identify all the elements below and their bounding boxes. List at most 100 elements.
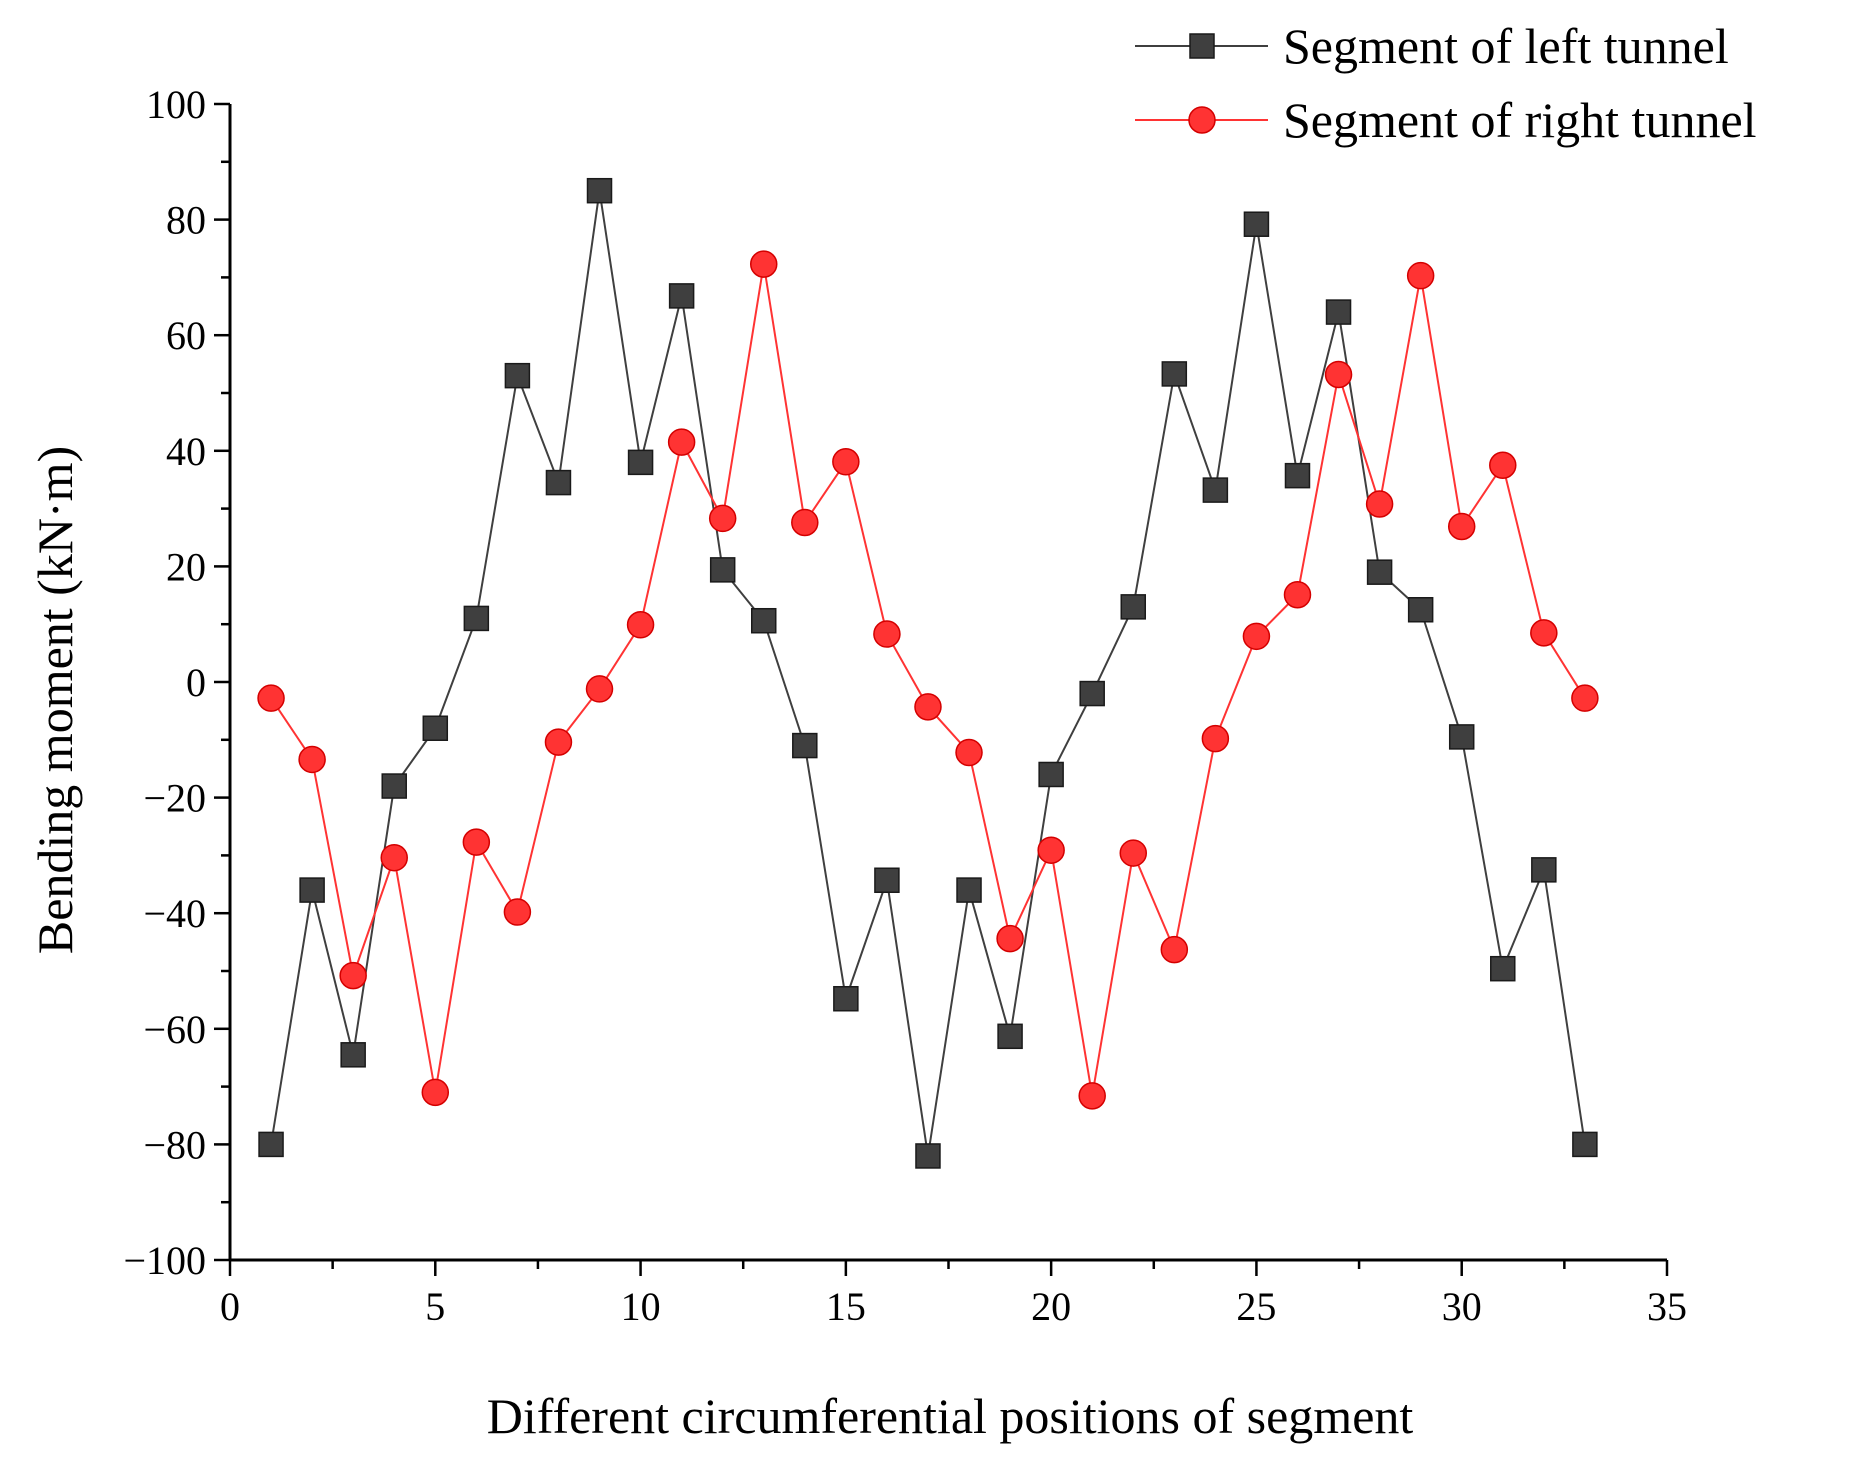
data-point-left bbox=[1325, 299, 1352, 325]
data-point-right bbox=[996, 924, 1024, 953]
data-point-left bbox=[1243, 211, 1270, 237]
data-point-left bbox=[1572, 1131, 1598, 1158]
x-tick-label: 25 bbox=[1236, 1284, 1276, 1329]
x-tick-label: 30 bbox=[1442, 1284, 1482, 1329]
series-right-tunnel bbox=[257, 250, 1599, 1110]
data-point-left bbox=[1161, 361, 1188, 387]
x-tick-label: 15 bbox=[826, 1284, 866, 1329]
data-point-right bbox=[503, 898, 532, 926]
data-point-right bbox=[1037, 836, 1065, 864]
data-point-left bbox=[1202, 477, 1229, 503]
data-point-right bbox=[257, 684, 285, 712]
x-tick-label: 35 bbox=[1647, 1284, 1687, 1329]
data-point-right bbox=[1571, 684, 1599, 712]
series-line-left bbox=[270, 190, 1586, 1157]
legend-label-left: Segment of left tunnel bbox=[1283, 18, 1729, 74]
data-point-left bbox=[874, 867, 900, 894]
data-point-left bbox=[627, 449, 654, 476]
data-point-left bbox=[586, 177, 613, 204]
legend-marker-right bbox=[1188, 106, 1216, 134]
y-tick-label: −20 bbox=[143, 776, 206, 821]
data-point-right bbox=[1242, 622, 1271, 651]
series-layer bbox=[257, 177, 1599, 1169]
data-point-left bbox=[1120, 594, 1147, 620]
legend-item-right: Segment of right tunnel bbox=[1135, 92, 1757, 148]
data-point-right bbox=[914, 693, 942, 721]
data-point-left bbox=[1490, 955, 1516, 982]
data-point-right bbox=[749, 250, 778, 278]
legend-marker-left bbox=[1189, 33, 1215, 59]
data-point-right bbox=[380, 843, 408, 872]
data-point-right bbox=[1078, 1082, 1106, 1110]
data-point-right bbox=[1283, 580, 1312, 609]
data-point-right bbox=[1201, 724, 1230, 753]
y-tick-label: 100 bbox=[146, 82, 206, 127]
data-point-left bbox=[340, 1042, 366, 1068]
data-point-right bbox=[873, 620, 901, 648]
y-tick-label: 80 bbox=[166, 198, 206, 243]
y-tick-label: 20 bbox=[166, 544, 206, 589]
data-point-right bbox=[791, 508, 819, 537]
data-point-right bbox=[339, 961, 367, 990]
data-point-left bbox=[997, 1023, 1023, 1050]
x-tick-label: 20 bbox=[1031, 1284, 1071, 1329]
data-point-left bbox=[1407, 597, 1434, 623]
data-point-right bbox=[955, 738, 983, 767]
data-point-left bbox=[956, 877, 982, 903]
data-point-left bbox=[1038, 761, 1064, 788]
data-point-left bbox=[750, 607, 777, 634]
data-point-left bbox=[833, 985, 859, 1012]
data-point-left bbox=[1284, 462, 1311, 489]
data-point-right bbox=[1406, 261, 1435, 290]
data-point-right bbox=[544, 728, 573, 756]
y-tick-label: 0 bbox=[186, 660, 206, 705]
data-point-right bbox=[1530, 619, 1558, 647]
data-point-right bbox=[298, 745, 326, 774]
x-tick-label: 5 bbox=[425, 1284, 445, 1329]
data-point-left bbox=[545, 469, 572, 496]
data-point-left bbox=[709, 557, 736, 583]
data-point-left bbox=[1366, 559, 1393, 585]
data-point-left bbox=[668, 283, 695, 309]
data-point-right bbox=[626, 611, 655, 639]
data-point-right bbox=[1365, 490, 1394, 518]
data-point-left bbox=[915, 1143, 941, 1169]
data-point-right bbox=[462, 828, 491, 856]
data-point-right bbox=[832, 448, 860, 476]
data-point-right bbox=[1324, 360, 1353, 389]
data-point-right bbox=[708, 504, 737, 533]
y-tick-label: −100 bbox=[123, 1238, 206, 1283]
data-point-left bbox=[299, 877, 325, 903]
y-tick-label: −40 bbox=[143, 891, 206, 936]
x-tick-label: 10 bbox=[621, 1284, 661, 1329]
data-point-left bbox=[258, 1131, 284, 1158]
x-tick-label: 0 bbox=[220, 1284, 240, 1329]
data-point-right bbox=[1160, 935, 1189, 964]
y-tick-label: −60 bbox=[143, 1007, 206, 1052]
data-point-right bbox=[1119, 839, 1148, 867]
y-tick-label: 40 bbox=[166, 429, 206, 474]
y-axis-title: Bending moment (kN·m) bbox=[27, 446, 83, 954]
data-point-right bbox=[421, 1078, 450, 1107]
data-point-left bbox=[1448, 724, 1475, 750]
data-point-left bbox=[463, 605, 490, 632]
data-point-left bbox=[792, 732, 818, 759]
legend-label-right: Segment of right tunnel bbox=[1283, 92, 1757, 148]
legend-item-left: Segment of left tunnel bbox=[1135, 18, 1729, 74]
data-point-right bbox=[667, 428, 696, 456]
data-point-right bbox=[1489, 451, 1517, 479]
data-point-left bbox=[1079, 680, 1105, 707]
legend: Segment of left tunnel Segment of right t… bbox=[1135, 18, 1757, 148]
series-left-tunnel bbox=[258, 177, 1598, 1169]
x-axis-title: Different circumferential positions of s… bbox=[487, 1388, 1414, 1444]
series-line-right bbox=[270, 263, 1586, 1097]
data-point-left bbox=[504, 362, 531, 389]
data-point-left bbox=[422, 715, 449, 741]
data-point-right bbox=[585, 675, 614, 703]
y-tick-label: −80 bbox=[143, 1122, 206, 1167]
axes: 0 5 10 15 20 25 30 35 100 80 60 40 20 0 −20 −40 −60 −80 −1… bbox=[123, 82, 1687, 1329]
data-point-left bbox=[1531, 857, 1557, 883]
y-tick-label: 60 bbox=[166, 313, 206, 358]
